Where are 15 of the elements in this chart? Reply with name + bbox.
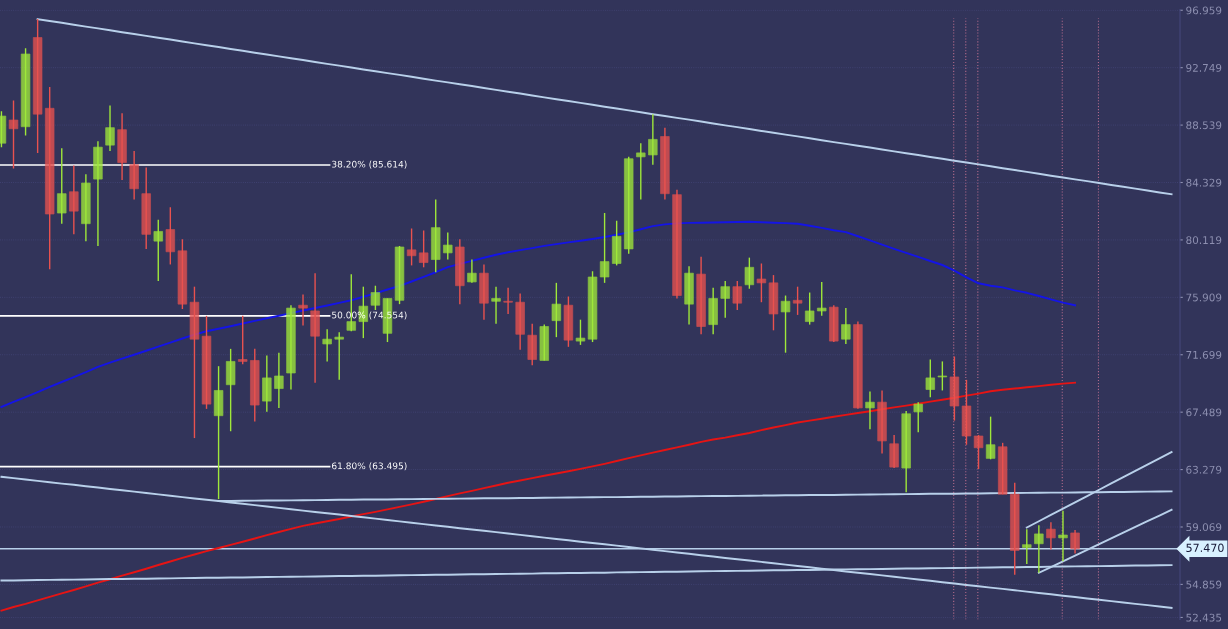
y-tick-label: 75.909 [1186,293,1222,302]
y-tick-label: 88.539 [1186,121,1222,130]
y-tick-label: 52.435 [1186,613,1222,622]
y-tick-label: 67.489 [1186,408,1222,417]
y-tick-label: 63.279 [1186,465,1222,474]
y-tick-label: 59.069 [1186,523,1222,532]
y-tick-label: 84.329 [1186,178,1222,187]
ref-line-label: 57.470 [1186,543,1224,553]
y-tick-label: 80.119 [1186,236,1222,245]
ref-line-label: 61.80% (63.495) [332,462,407,471]
y-tick-label: 71.699 [1186,350,1222,359]
y-tick-label: 54.859 [1186,580,1222,589]
y-tick-label: 92.749 [1186,63,1222,72]
y-tick-label: 96.959 [1186,6,1222,15]
ref-line-label: 38.20% (85.614) [332,160,407,169]
